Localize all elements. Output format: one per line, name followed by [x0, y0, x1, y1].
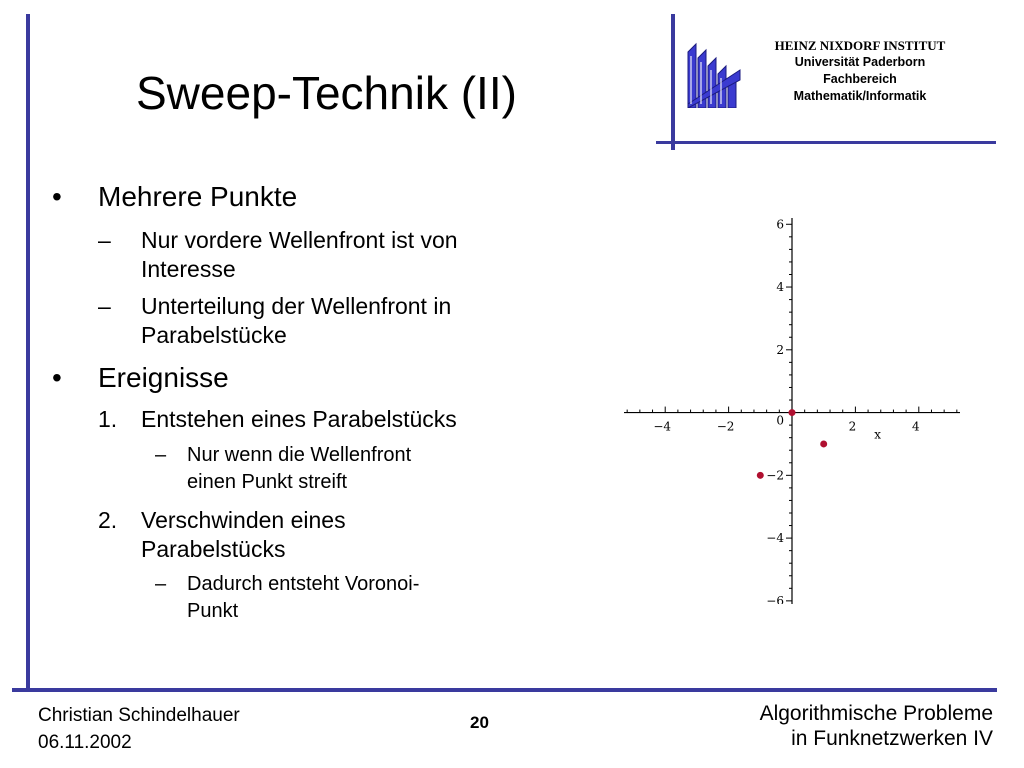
footer-course-line2: in Funknetzwerken IV: [791, 727, 993, 750]
numbered-marker: 2.: [98, 507, 118, 533]
y-tick-label: −2: [766, 468, 784, 482]
y-tick-label: −4: [766, 531, 784, 545]
left-vertical-rule: [26, 14, 30, 690]
sub-bullet-unterteilung-line1: Unterteilung der Wellenfront in: [141, 293, 452, 319]
item-verschwinden-line1: Verschwinden eines: [141, 507, 346, 533]
sub-bullet-marker: –: [98, 293, 111, 319]
institute-line-department: Fachbereich: [823, 72, 897, 86]
numbered-marker: 1.: [98, 406, 118, 432]
sub-bullet-unterteilung-line2: Parabelstücke: [141, 322, 287, 348]
footer-course-block: Algorithmische Probleme in Funknetzwerke…: [760, 701, 993, 751]
sub-sub-bullet-voronoi-line1: Dadurch entsteht Voronoi-: [187, 573, 420, 595]
x-axis-label: x: [874, 428, 881, 442]
sub-sub-bullet-marker: –: [155, 573, 167, 595]
sub-sub-bullet-voronoi-line2: Punkt: [187, 600, 239, 622]
university-logo-icon: [687, 42, 741, 108]
sub-bullet-marker: –: [98, 227, 111, 253]
origin-label: 0: [776, 414, 784, 428]
footer-author: Christian Schindelhauer: [38, 705, 240, 726]
item-verschwinden-line2: Parabelstücks: [141, 536, 286, 562]
sub-bullet-wellenfront-line2: Interesse: [141, 256, 236, 282]
y-tick-label: 2: [776, 343, 784, 357]
bullet-mehrere-punkte: Mehrere Punkte: [98, 181, 298, 212]
y-tick-label: 4: [776, 280, 784, 294]
sub-sub-bullet-streift-line1: Nur wenn die Wellenfront: [187, 444, 412, 466]
institute-line-faculty: Mathematik/Informatik: [793, 89, 927, 103]
x-tick-label: 2: [849, 420, 857, 434]
institute-name: HEINZ NIXDORF INSTITUT: [774, 38, 946, 53]
institute-block: HEINZ NIXDORF INSTITUT Universität Pader…: [752, 37, 968, 105]
x-tick-label: −2: [717, 420, 735, 434]
scatter-point: [756, 471, 764, 479]
page-number: 20: [470, 713, 489, 732]
scatter-plot: −4 −2 2 4 6 4 2 −2 −4 −6 0 x: [624, 218, 960, 604]
bottom-horizontal-rule: [12, 688, 997, 692]
header-vertical-rule: [671, 14, 675, 150]
x-tick-label: 4: [912, 420, 920, 434]
item-entstehen: Entstehen eines Parabelstücks: [141, 406, 457, 432]
page-title: Sweep-Technik (II): [136, 67, 517, 119]
header-horizontal-rule: [656, 141, 996, 144]
y-tick-label: 6: [776, 218, 784, 231]
bullet-marker: •: [52, 362, 62, 393]
sub-sub-bullet-streift-line2: einen Punkt streift: [187, 471, 348, 493]
scatter-point: [788, 409, 796, 417]
plot-points: [756, 409, 828, 479]
institute-line-university: Universität Paderborn: [794, 55, 926, 69]
plot-ticks: [626, 223, 958, 602]
footer-date: 06.11.2002: [38, 732, 132, 753]
y-tick-label: −6: [766, 594, 784, 604]
sub-bullet-wellenfront-line1: Nur vordere Wellenfront ist von: [141, 227, 458, 253]
sub-sub-bullet-marker: –: [155, 444, 167, 466]
bullet-marker: •: [52, 181, 62, 212]
scatter-point: [820, 440, 828, 448]
footer-author-block: Christian Schindelhauer 06.11.2002: [38, 702, 240, 756]
plot-tick-labels: −4 −2 2 4 6 4 2 −2 −4 −6 0 x: [653, 218, 920, 604]
bullet-ereignisse: Ereignisse: [98, 362, 229, 393]
x-tick-label: −4: [653, 420, 671, 434]
footer-course-line1: Algorithmische Probleme: [759, 702, 993, 725]
